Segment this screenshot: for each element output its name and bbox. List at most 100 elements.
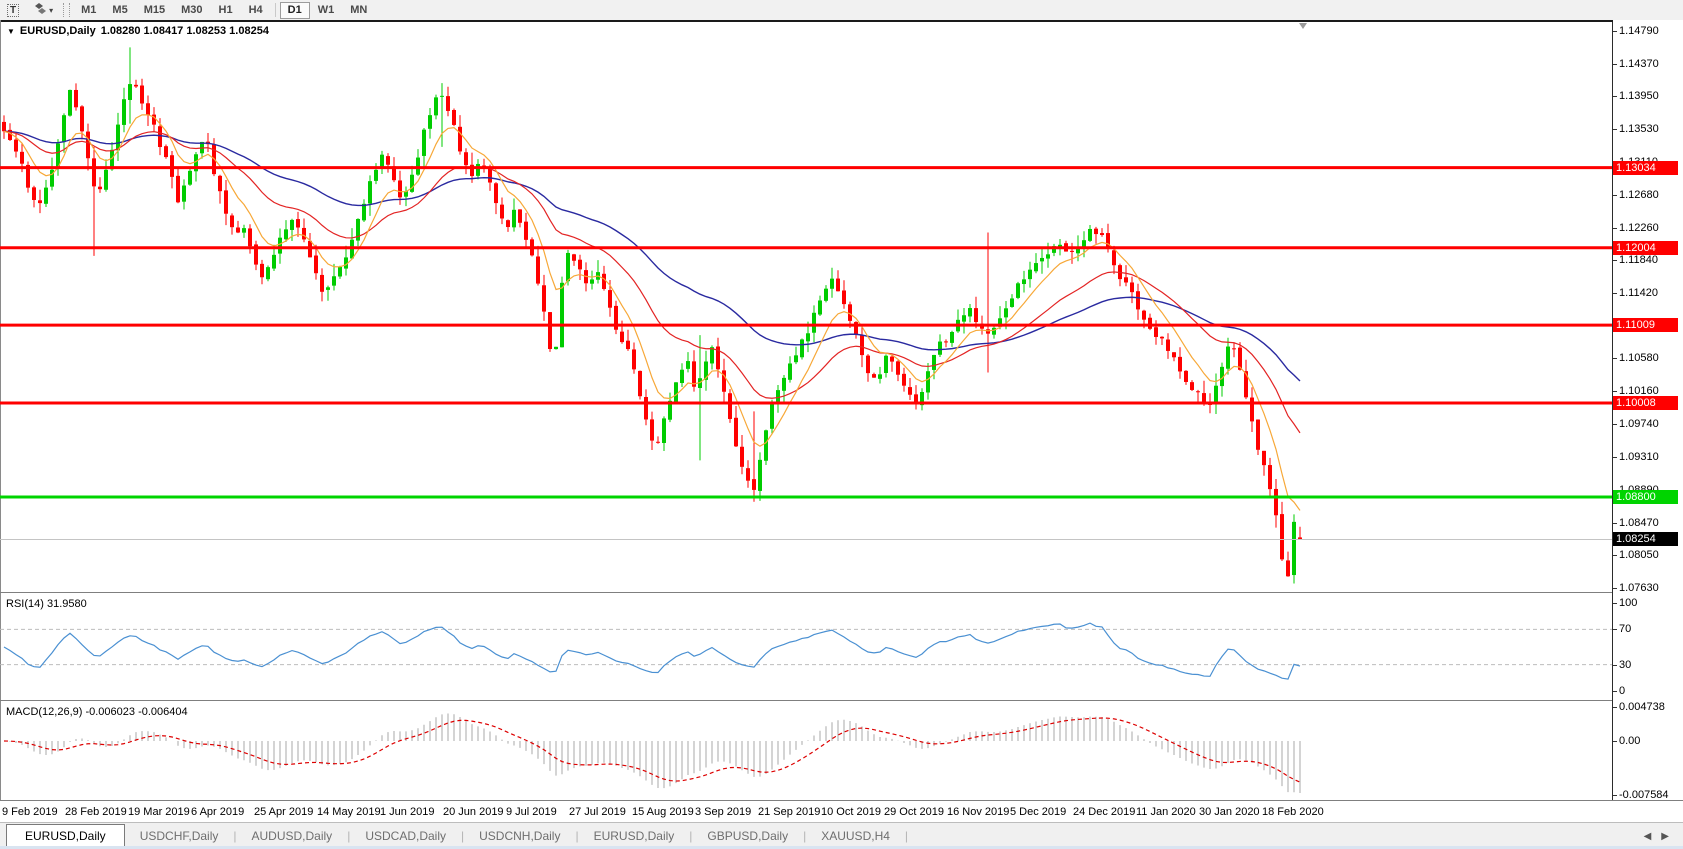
- price-tick-mark: [1613, 358, 1617, 360]
- macd-tick-mark: [1613, 741, 1617, 742]
- templates-button[interactable]: ▾: [26, 1, 60, 19]
- timeframe-button-H4[interactable]: H4: [241, 2, 271, 19]
- price-tick-mark: [1613, 227, 1617, 229]
- rsi-tick-mark: [1613, 664, 1617, 666]
- price-tick-label: 1.12260: [1619, 221, 1659, 234]
- price-tick-label: 1.08470: [1619, 516, 1659, 529]
- price-tick-label: 1.07630: [1619, 581, 1659, 594]
- price-tick-mark: [1613, 555, 1617, 557]
- date-label: 18 Feb 2020: [1262, 806, 1324, 818]
- price-tick-mark: [1613, 260, 1617, 262]
- price-tick-label: 1.08050: [1619, 549, 1659, 562]
- macd-tick-label: 0.004738: [1619, 701, 1665, 713]
- price-tick-label: 1.14790: [1619, 25, 1659, 37]
- chart-tab-gbpusd-daily[interactable]: GBPUSD,Daily: [707, 829, 789, 843]
- macd-tick-mark: [1613, 707, 1617, 708]
- chart-tab-bar: EURUSD,Daily USDCHF,Daily | AUDUSD,Daily | US…: [0, 822, 1683, 848]
- window-bottom-strip: [0, 846, 1683, 849]
- price-tick-label: 1.09740: [1619, 417, 1659, 430]
- symbol-dropdown-icon[interactable]: ▼: [7, 26, 15, 36]
- macd-pane-separator[interactable]: [0, 700, 1683, 701]
- date-label: 28 Feb 2019: [65, 806, 127, 818]
- hline-price-label: 1.10008: [1613, 395, 1678, 410]
- price-tick-label: 1.10580: [1619, 352, 1659, 365]
- chart-canvas[interactable]: [0, 20, 1612, 800]
- price-tick-label: 1.10160: [1619, 385, 1659, 398]
- chart-window-border: [0, 20, 1683, 22]
- date-label: 20 Jun 2019: [443, 806, 504, 818]
- tab-separator: |: [347, 829, 351, 843]
- rsi-layer: [0, 622, 1612, 680]
- top-toolbar: T ▾ M1 M5 M15 M30 H1 H4 D1 W1 MN: [0, 0, 1683, 21]
- hline-price-label: 1.08800: [1613, 489, 1678, 504]
- date-label: 30 Jan 2020: [1199, 806, 1260, 818]
- timeframe-button-D1[interactable]: D1: [279, 1, 310, 19]
- chart-tab-usdcad-daily[interactable]: USDCAD,Daily: [365, 829, 446, 843]
- tab-separator: |: [461, 829, 465, 843]
- text-tool-icon: T: [7, 3, 20, 17]
- price-tick-mark: [1613, 587, 1617, 589]
- macd-layer: [3, 713, 1301, 793]
- chart-plot[interactable]: [0, 20, 1612, 800]
- price-axis-border: [1612, 22, 1613, 800]
- timeframe-button-M5[interactable]: M5: [104, 2, 135, 19]
- price-tick-label: 1.13950: [1619, 90, 1659, 103]
- price-tick-label: 1.11840: [1619, 254, 1658, 267]
- price-tick-label: 1.13530: [1619, 123, 1659, 136]
- next-chart-tab-button[interactable]: ▶: [1661, 831, 1669, 842]
- chart-tab-eurusd-daily[interactable]: EURUSD,Daily: [6, 824, 125, 848]
- date-label: 14 May 2019: [317, 806, 381, 818]
- chart-title-ohlc: 1.08280 1.08417 1.08253 1.08254: [100, 25, 269, 37]
- price-tick-mark: [1613, 63, 1617, 65]
- chart-tab-eurusd-daily[interactable]: EURUSD,Daily: [593, 829, 675, 843]
- price-tick-label: 1.11420: [1619, 287, 1658, 300]
- timeframe-button-M1[interactable]: M1: [73, 2, 104, 19]
- price-tick-label: 1.14370: [1619, 57, 1659, 70]
- price-tick-mark: [1613, 129, 1617, 131]
- price-tick-mark: [1613, 195, 1617, 197]
- templates-icon: [33, 2, 47, 18]
- date-label: 9 Feb 2019: [2, 806, 58, 818]
- date-label: 16 Nov 2019: [947, 806, 1010, 818]
- toolbar-separator: [274, 3, 276, 17]
- macd-indicator-label: MACD(12,26,9) -0.006023 -0.006404: [6, 706, 188, 718]
- date-label: 19 Mar 2019: [128, 806, 190, 818]
- timeframe-button-W1[interactable]: W1: [310, 2, 343, 19]
- candles-layer: [2, 47, 1302, 584]
- chart-tab-usdchf-daily[interactable]: USDCHF,Daily: [139, 829, 219, 843]
- price-tick-mark: [1613, 293, 1617, 295]
- timeframe-button-M30[interactable]: M30: [173, 2, 210, 19]
- chart-tab-audusd-daily[interactable]: AUDUSD,Daily: [251, 829, 333, 843]
- price-tick-mark: [1613, 31, 1617, 32]
- hline-price-label: 1.11009: [1613, 318, 1678, 333]
- prev-chart-tab-button[interactable]: ◀: [1643, 831, 1652, 842]
- price-tick-label: 1.09310: [1619, 451, 1659, 464]
- timeframe-button-M15[interactable]: M15: [136, 2, 173, 19]
- time-axis: 9 Feb 2019 28 Feb 2019 19 Mar 2019 6 Apr 20…: [0, 801, 1612, 822]
- date-label: 24 Dec 2019: [1073, 806, 1136, 818]
- rsi-indicator-label: RSI(14) 31.9580: [6, 598, 87, 610]
- tab-separator: |: [575, 829, 579, 843]
- date-label: 6 Apr 2019: [191, 806, 245, 818]
- rsi-tick-mark: [1613, 629, 1617, 631]
- date-label: 9 Jul 2019: [506, 806, 557, 818]
- chevron-down-icon: ▾: [49, 5, 54, 15]
- timeframe-button-MN[interactable]: MN: [342, 2, 375, 19]
- timeframe-toolbar: M1 M5 M15 M30 H1 H4 D1 W1 MN: [73, 1, 375, 19]
- chart-title-symbol: EURUSD,Daily: [19, 25, 96, 37]
- timeframe-button-H1[interactable]: H1: [211, 2, 241, 19]
- tab-separator: |: [233, 829, 237, 843]
- macd-tick-label: -0.007584: [1619, 789, 1669, 801]
- chart-shift-marker-icon: [1299, 23, 1307, 29]
- toolbar-grip[interactable]: [63, 3, 71, 17]
- text-tool-button[interactable]: T: [0, 1, 26, 19]
- rsi-pane-separator[interactable]: [0, 592, 1683, 593]
- date-label: 1 Jun 2019: [380, 806, 435, 818]
- price-tick-mark: [1613, 423, 1617, 425]
- date-label: 10 Oct 2019: [821, 806, 881, 818]
- current-price-label: 1.08254: [1613, 532, 1678, 547]
- chart-tab-usdcnh-daily[interactable]: USDCNH,Daily: [479, 829, 561, 843]
- tab-separator: |: [904, 829, 909, 843]
- chart-tab-xauusd-h4[interactable]: XAUUSD,H4: [821, 829, 890, 843]
- macd-tick-mark: [1613, 795, 1617, 796]
